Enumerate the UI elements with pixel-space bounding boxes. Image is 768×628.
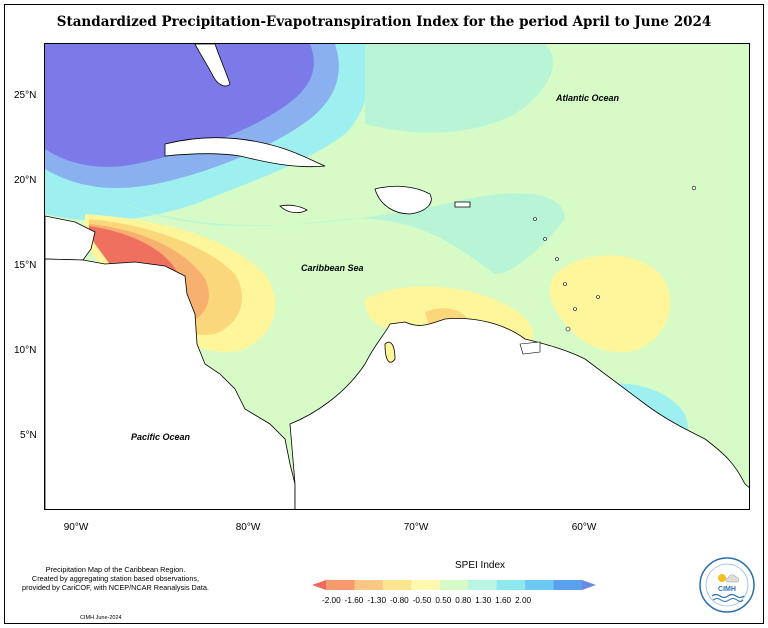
lat-tick: 25°N <box>14 90 37 101</box>
extreme-wet-region <box>45 44 314 167</box>
south-america <box>289 318 749 509</box>
cloud-icon <box>725 574 740 583</box>
lon-tick: 60°W <box>571 522 597 533</box>
central-america <box>45 258 296 509</box>
legend-swatch <box>468 580 498 590</box>
mild-wet-region-north <box>365 44 554 133</box>
lon-tick: 90°W <box>63 522 89 533</box>
legend-swatch <box>582 580 596 590</box>
legend-label: -1.30 <box>367 596 387 605</box>
legend-label: 1.60 <box>495 596 512 605</box>
island <box>533 217 537 221</box>
florida <box>194 44 231 87</box>
logo-inner-ring <box>705 563 749 607</box>
wave-icon <box>711 593 745 599</box>
legend-label: -0.80 <box>390 596 409 605</box>
legend-swatch <box>496 580 526 590</box>
legend-swatch <box>354 580 384 590</box>
legend-swatch <box>326 580 355 590</box>
legend-colorbar <box>312 580 596 590</box>
credit-text: CIMH June-2024 <box>80 615 122 621</box>
lat-tick: 20°N <box>14 175 37 186</box>
lat-tick: 10°N <box>14 345 37 356</box>
spei-map-canvas: Atlantic Ocean Caribbean Sea Pacific Oce… <box>45 44 749 509</box>
legend-swatch <box>439 580 469 590</box>
island <box>691 185 697 191</box>
legend-label: -1.60 <box>344 596 364 605</box>
lat-tick: 5°N <box>20 430 37 441</box>
mexico-yucatan <box>45 215 96 261</box>
lat-tick: 15°N <box>14 260 37 271</box>
island <box>543 237 547 241</box>
island <box>596 295 600 299</box>
hispaniola <box>374 185 432 215</box>
sun-icon <box>718 574 726 582</box>
mild-dry-region-east <box>549 255 671 353</box>
legend-swatch <box>525 580 555 590</box>
description-line: Precipitation Map of the Caribbean Regio… <box>45 565 186 574</box>
trinidad <box>519 341 541 355</box>
logo-text: CIMH <box>718 586 736 593</box>
lon-tick: 80°W <box>235 522 261 533</box>
caribbean-sea-label: Caribbean Sea <box>301 263 364 273</box>
description-line: provided by CariCOF, with NCEP/NCAR Rean… <box>22 583 209 592</box>
island <box>563 282 567 286</box>
legend-label: 2.00 <box>515 596 532 605</box>
island <box>565 326 571 332</box>
wave-icon <box>712 598 744 602</box>
cuba <box>164 137 326 168</box>
legend-label: -0.50 <box>412 596 432 605</box>
spei-map: Atlantic Ocean Caribbean Sea Pacific Oce… <box>44 43 750 510</box>
legend-label: -2.00 <box>322 596 341 605</box>
atlantic-ocean-label: Atlantic Ocean <box>555 93 620 103</box>
legend-labels: -2.00 -1.60 -1.30 -0.80 -0.50 0.50 0.80 1.30 1.6… <box>322 596 535 605</box>
legend-label: 0.50 <box>435 596 452 605</box>
legend-swatch <box>411 580 441 590</box>
map-description: Precipitation Map of the Caribbean Regio… <box>18 565 213 592</box>
legend-title: SPEI Index <box>454 560 506 571</box>
puerto-rico <box>454 201 471 208</box>
legend-label: 1.30 <box>475 596 492 605</box>
legend-swatch <box>553 580 583 590</box>
legend-swatch <box>312 580 326 590</box>
map-title: Standardized Precipitation-Evapotranspir… <box>56 14 712 30</box>
island <box>555 257 559 261</box>
paraguana <box>384 341 396 363</box>
legend-label: 0.80 <box>455 596 472 605</box>
jamaica <box>279 204 308 214</box>
pacific-ocean-label: Pacific Ocean <box>131 432 191 442</box>
lon-tick: 70°W <box>403 522 429 533</box>
legend-swatch <box>382 580 412 590</box>
island <box>573 307 577 311</box>
cimh-logo: CIMH <box>699 557 755 613</box>
mild-wet-region <box>105 193 565 274</box>
description-line: Created by aggregating station based obs… <box>31 574 200 583</box>
